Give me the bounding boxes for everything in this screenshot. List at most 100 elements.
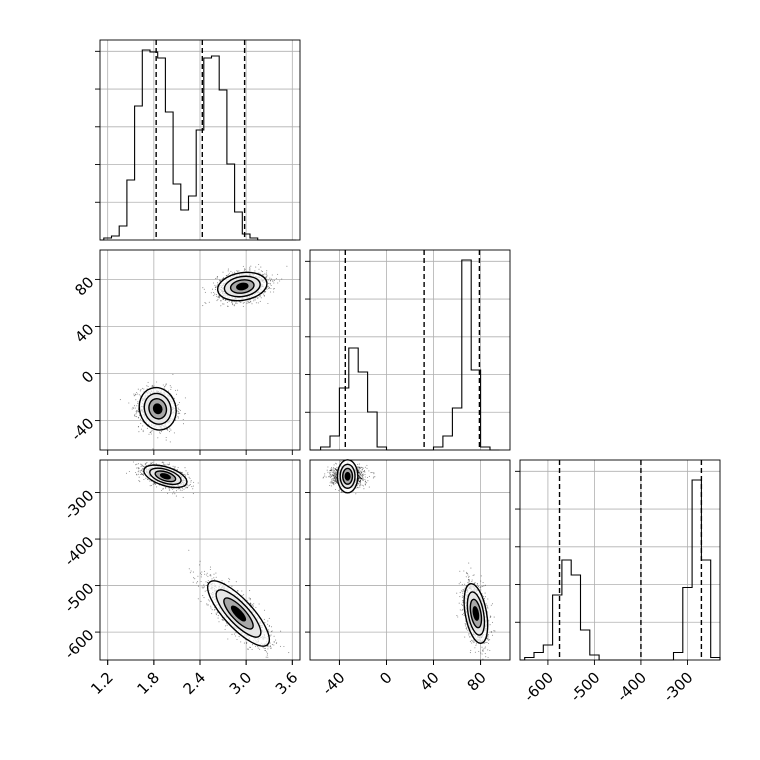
scatter-point bbox=[254, 645, 257, 647]
scatter-point bbox=[268, 625, 270, 627]
hist-frame-2 bbox=[519, 459, 721, 661]
scatter-point bbox=[459, 596, 461, 598]
scatter-point bbox=[135, 410, 137, 412]
scatter-point bbox=[359, 480, 362, 482]
scatter-point bbox=[137, 468, 140, 470]
scatter-point bbox=[461, 595, 463, 597]
scatter-point bbox=[360, 478, 362, 480]
scatter-point bbox=[135, 393, 137, 395]
scatter-point bbox=[184, 467, 186, 469]
hist-grid-2 bbox=[520, 460, 720, 660]
scatter-point bbox=[222, 619, 224, 621]
scatter-point bbox=[162, 488, 164, 490]
scatter-point bbox=[181, 472, 183, 474]
scatter-point bbox=[138, 467, 140, 469]
scatter-point bbox=[358, 475, 360, 477]
scatter-point bbox=[358, 470, 360, 472]
scatter-point bbox=[167, 390, 169, 392]
scatter-point bbox=[362, 474, 364, 476]
scatter-point bbox=[135, 393, 137, 395]
scatter-point bbox=[203, 570, 206, 572]
scatter-point bbox=[241, 594, 243, 597]
scatter-point bbox=[184, 397, 186, 399]
scatter-point bbox=[361, 474, 363, 477]
scatter-point bbox=[271, 644, 273, 646]
scatter-point bbox=[470, 567, 472, 569]
scatter-point bbox=[211, 288, 214, 290]
scatter-point bbox=[269, 645, 271, 647]
scatter-point bbox=[340, 491, 343, 493]
scatter-point bbox=[231, 585, 233, 587]
scatter-point bbox=[371, 471, 373, 474]
scatter-point bbox=[482, 585, 484, 588]
scatter-point bbox=[459, 592, 461, 594]
scatter-point bbox=[238, 636, 240, 638]
scatter-point bbox=[139, 473, 141, 476]
scatter-point bbox=[222, 298, 224, 300]
scatter-point bbox=[482, 582, 484, 584]
scatter-point bbox=[259, 300, 261, 302]
scatter-point bbox=[473, 640, 475, 642]
scatter-point bbox=[361, 478, 363, 480]
scatter-point bbox=[214, 286, 216, 288]
scatter-point bbox=[216, 282, 219, 284]
scatter-point bbox=[332, 468, 334, 470]
pair-panel-1-0 bbox=[99, 249, 301, 451]
scatter-point bbox=[136, 391, 138, 394]
scatter-point bbox=[166, 463, 168, 465]
scatter-point bbox=[357, 482, 359, 484]
scatter-point bbox=[273, 291, 275, 293]
scatter-point bbox=[482, 648, 484, 650]
y-tick-label: -600 bbox=[61, 626, 98, 663]
scatter-point bbox=[213, 294, 215, 297]
scatter-point bbox=[179, 409, 181, 411]
scatter-point bbox=[168, 489, 170, 491]
scatter-point bbox=[193, 481, 195, 483]
scatter-point bbox=[288, 652, 290, 654]
scatter-point bbox=[486, 641, 488, 643]
scatter-point bbox=[335, 475, 337, 477]
scatter-point bbox=[362, 467, 364, 469]
scatter-point bbox=[210, 292, 212, 294]
scatter-point bbox=[141, 469, 143, 471]
scatter-point bbox=[143, 478, 145, 481]
scatter-point bbox=[327, 471, 329, 473]
scatter-point bbox=[468, 632, 470, 635]
scatter-point bbox=[137, 471, 139, 473]
y-tick-label: 80 bbox=[71, 273, 97, 299]
scatter-point bbox=[360, 477, 363, 479]
scatter-point bbox=[165, 383, 167, 385]
scatter-point bbox=[328, 475, 330, 477]
scatter-point bbox=[222, 277, 224, 280]
scatter-point bbox=[480, 580, 482, 582]
scatter-point bbox=[152, 448, 154, 450]
scatter-point bbox=[221, 580, 223, 582]
scatter-point bbox=[363, 488, 365, 490]
histogram-1 bbox=[310, 259, 500, 451]
scatter-point bbox=[374, 476, 376, 478]
scatter-point bbox=[255, 606, 257, 608]
scatter-point bbox=[136, 416, 138, 418]
scatter-point bbox=[137, 388, 139, 390]
scatter-point bbox=[136, 405, 138, 407]
scatter-point bbox=[322, 477, 324, 479]
scatter-point bbox=[169, 385, 171, 387]
scatter-point bbox=[273, 635, 275, 637]
scatter-point bbox=[266, 288, 268, 290]
scatter-point bbox=[360, 474, 362, 476]
scatter-point bbox=[487, 634, 489, 636]
scatter-point bbox=[471, 642, 473, 644]
scatter-point bbox=[187, 472, 189, 474]
scatter-point bbox=[175, 490, 178, 492]
x-tick-label: -600 bbox=[520, 668, 557, 705]
scatter-point bbox=[242, 305, 244, 307]
scatter-point bbox=[475, 644, 477, 646]
scatter-point bbox=[324, 473, 326, 475]
scatter-point bbox=[138, 431, 140, 433]
scatter-point bbox=[141, 387, 143, 389]
scatter-point bbox=[247, 648, 249, 650]
scatter-point bbox=[146, 478, 149, 480]
scatter-point bbox=[267, 648, 269, 650]
scatter-point bbox=[137, 410, 139, 412]
scatter-point bbox=[213, 573, 215, 575]
